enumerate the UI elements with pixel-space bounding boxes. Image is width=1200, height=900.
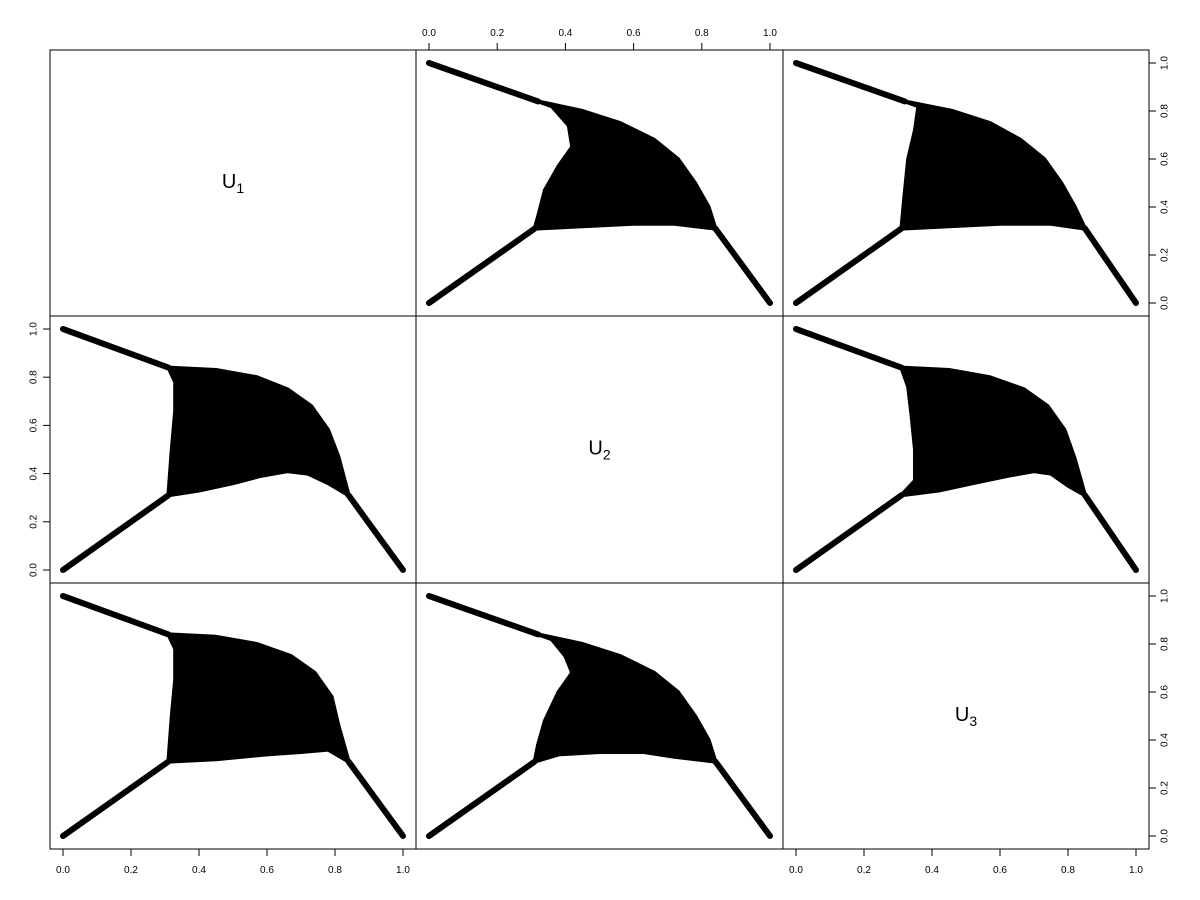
tick-label: 0.2 [1160,781,1171,795]
point-band-3-2 [60,326,172,371]
point-band-1-1 [426,225,538,306]
tick-label: 0.6 [1160,152,1171,166]
dense-region-2 [899,99,1087,231]
axes-group: 0.0 0.2 0.4 0.6 0.8 1.00.0 0.2 0.4 0.6 0.8 1.0 0.0 0… [29,28,1171,876]
tick-label: 0.8 [695,28,709,39]
tick-label: 0.6 [260,865,274,876]
variable-label-subscript: 2 [603,446,611,462]
tick-label: 0.0 [422,28,436,39]
tick-label: 0.8 [328,865,342,876]
panels-group: U1 U2 U3 [49,49,1150,850]
tick-label: 0.8 [1061,865,1075,876]
point-band-1-2 [426,60,542,105]
x-axis-top-col2: 0.0 0.2 0.4 0.6 0.8 1.0 [422,28,777,51]
dense-region-5 [166,632,351,764]
scatter-panel-U1-vs-U2 [426,60,773,306]
tick-label: 1.0 [29,322,40,336]
scatter-panel-U1-vs-U3 [793,60,1139,306]
point-band-6-2 [426,593,542,638]
point-band-2-1 [793,225,905,306]
point-band-5-1 [60,758,172,839]
tick-label: 0.6 [1160,685,1171,699]
point-band-5-2 [60,593,172,638]
tick-label: 0.2 [124,865,138,876]
tick-label: 0.2 [857,865,871,876]
tick-label: 0.6 [993,865,1007,876]
scatter-panel-U3-vs-U1 [60,593,406,839]
dense-region-1 [532,99,718,231]
point-band-6-3 [712,758,773,839]
tick-label: 0.8 [29,370,40,384]
tick-label: 1.0 [1160,589,1171,603]
variable-label-subscript: 3 [969,713,977,729]
point-band-2-2 [793,60,908,105]
tick-label: 0.6 [29,418,40,432]
tick-label: 0.0 [1160,296,1171,310]
scatter-panel-U3-vs-U2 [426,593,773,839]
tick-label: 0.2 [29,514,40,528]
point-band-2-3 [1082,225,1139,306]
point-band-4-3 [1082,492,1139,573]
tick-label: 0.4 [1160,200,1171,214]
scatter-panel-U2-vs-U3 [793,326,1139,573]
tick-label: 0.0 [1160,829,1171,843]
tick-label: 1.0 [396,865,410,876]
tick-label: 1.0 [1160,56,1171,70]
y-axis-right-row1: 0.0 0.2 0.4 0.6 0.8 1.0 [1148,56,1171,310]
tick-label: 0.0 [29,563,40,577]
dense-region-6 [532,632,718,764]
scatter-panel-U2-vs-U1 [60,326,406,573]
x-axis-bottom-col1: 0.0 0.2 0.4 0.6 0.8 1.0 [56,848,410,876]
tick-label: 0.4 [192,865,206,876]
dense-region-4 [899,365,1087,498]
point-band-3-1 [60,492,172,573]
variable-label-subscript: 1 [236,180,244,196]
variable-label-3: U3 [955,704,977,728]
point-band-5-3 [345,758,406,839]
point-band-6-1 [426,758,538,839]
tick-label: 0.6 [627,28,641,39]
y-axis-left-row2: 0.0 0.2 0.4 0.6 0.8 1.0 [29,322,51,577]
tick-label: 0.8 [1160,637,1171,651]
tick-label: 0.0 [789,865,803,876]
tick-label: 0.2 [490,28,504,39]
tick-label: 0.8 [1160,104,1171,118]
point-band-3-3 [345,492,406,573]
point-band-4-1 [793,492,905,573]
dense-region-3 [166,365,351,498]
tick-label: 0.4 [558,28,572,39]
x-axis-bottom-col3: 0.0 0.2 0.4 0.6 0.8 1.0 [789,848,1143,876]
y-axis-right-row3: 0.0 0.2 0.4 0.6 0.8 1.0 [1148,589,1171,843]
tick-label: 0.2 [1160,248,1171,262]
point-band-4-2 [793,326,905,371]
tick-label: 0.4 [1160,733,1171,747]
tick-label: 0.4 [925,865,939,876]
variable-label-1: U1 [222,171,244,195]
variable-label-2: U2 [588,438,610,462]
tick-label: 0.4 [29,466,40,480]
point-band-1-3 [712,225,773,306]
tick-label: 0.0 [56,865,70,876]
tick-label: 1.0 [1129,865,1143,876]
tick-label: 1.0 [763,28,777,39]
